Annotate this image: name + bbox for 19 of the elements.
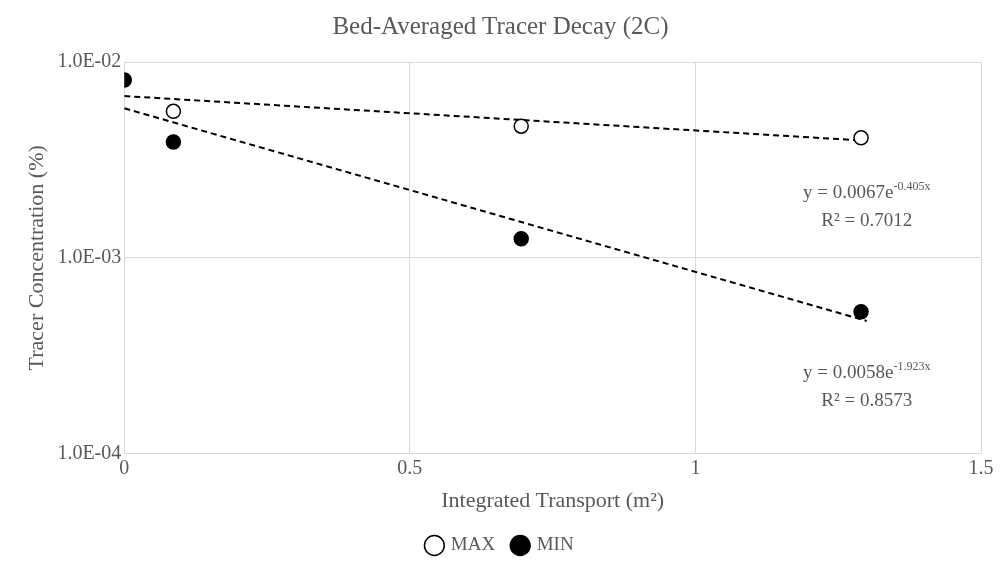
y-tick-label: 1.0E-02 [57, 49, 122, 72]
chart-title: Bed-Averaged Tracer Decay (2C) [332, 11, 669, 40]
point [165, 103, 182, 120]
point [165, 134, 182, 150]
y-axis-title: Tracer Concentration (%) [22, 145, 48, 371]
annotation: R² = 0.7012 [821, 208, 913, 230]
point [513, 118, 529, 134]
x-axis-title: Integrated Transport (m²) [441, 486, 665, 512]
x-tick-label: 0.5 [397, 455, 423, 478]
x-tick-label: 1.5 [968, 455, 994, 478]
y-tick-label: 1.0E-04 [57, 440, 122, 463]
annotation: R² = 0.8573 [821, 388, 913, 410]
legend-label: MAX [450, 533, 496, 555]
point [853, 304, 869, 320]
y-tick-label: 1.0E-03 [57, 245, 122, 268]
point [513, 231, 529, 247]
x-tick-label: 1 [690, 455, 701, 478]
point [853, 130, 869, 146]
legend-label: MIN [536, 533, 574, 555]
